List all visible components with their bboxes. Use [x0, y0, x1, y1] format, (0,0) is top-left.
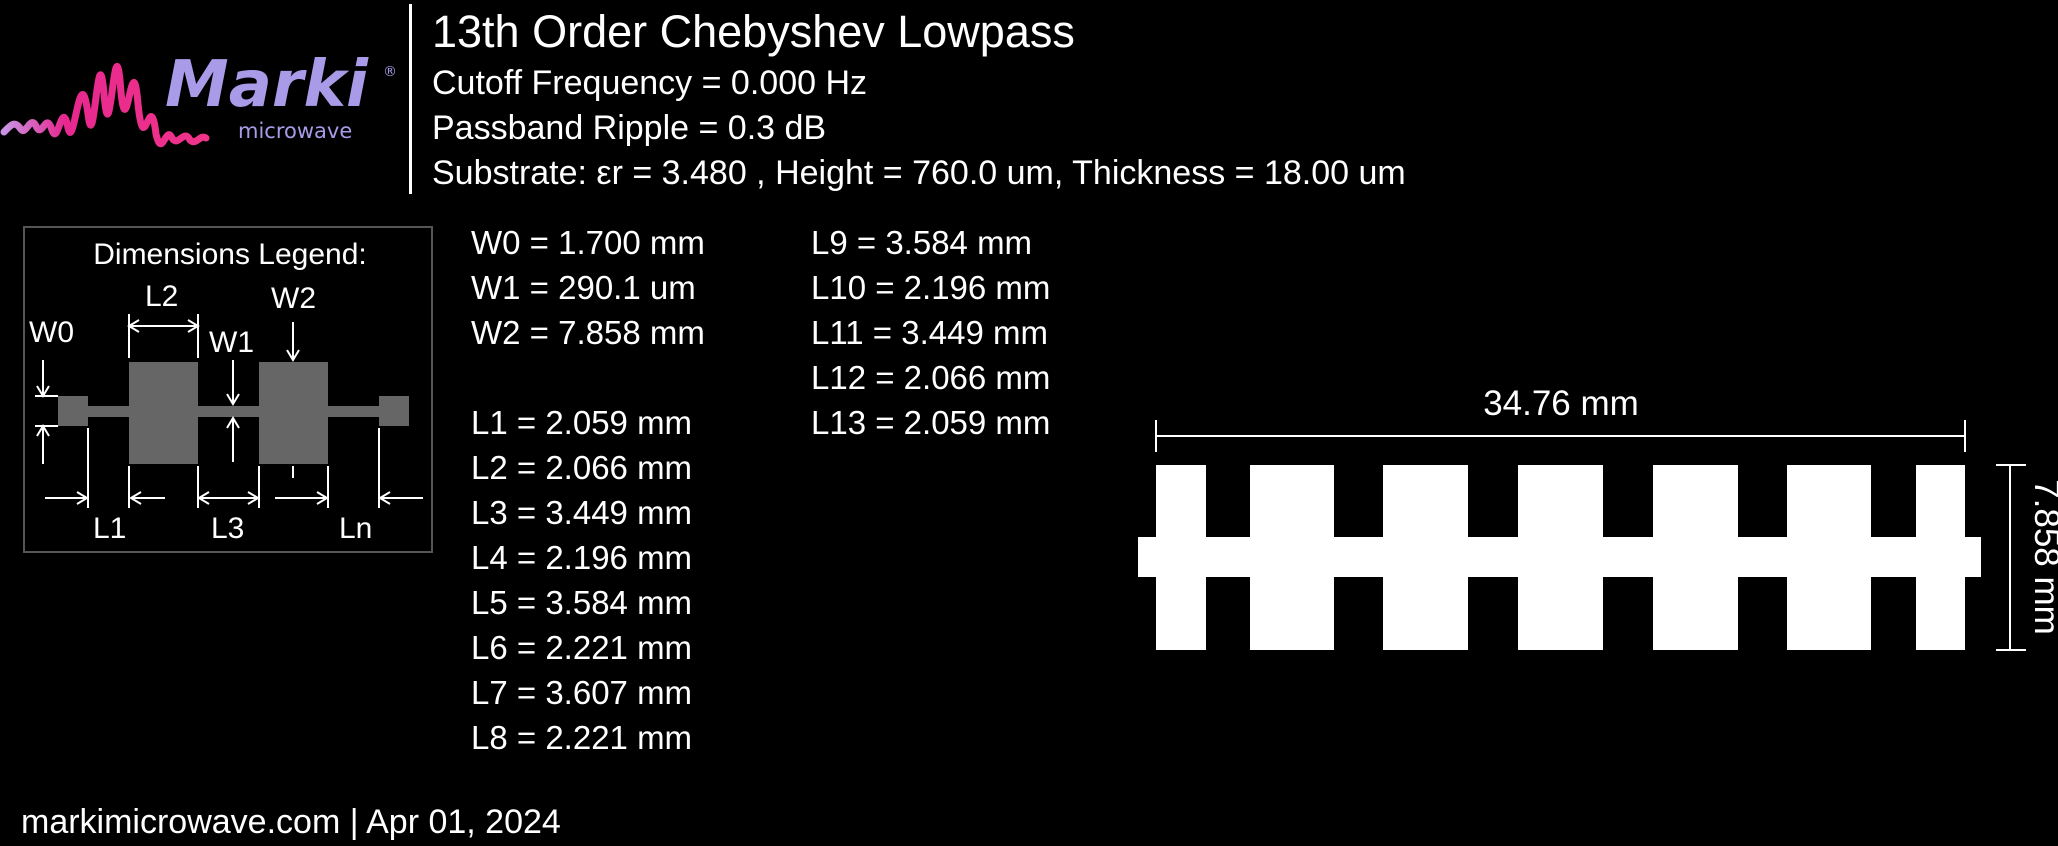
filter-layout — [1138, 420, 2026, 651]
dimension-l10: L10 = 2.196 mm — [811, 269, 1051, 306]
dimension-l4: L4 = 2.196 mm — [471, 539, 693, 576]
filter-dimension-lines — [1155, 420, 2026, 651]
page-title: 13th Order Chebyshev Lowpass — [432, 6, 1075, 57]
legend-label-l3: L3 — [211, 512, 245, 545]
dimension-l3: L3 = 3.449 mm — [471, 494, 693, 531]
marki-logo-graphic: Marki ® microwave — [0, 48, 397, 147]
filter-pad-2 — [1250, 465, 1334, 650]
total-length-label: 34.76 mm — [1483, 384, 1639, 423]
legend-port-left — [58, 396, 88, 426]
filter-pad-3 — [1383, 465, 1468, 650]
passband-ripple: Passband Ripple = 0.3 dB — [432, 109, 827, 147]
legend-dimension-lines — [35, 314, 423, 508]
filter-pad-6 — [1787, 465, 1871, 650]
legend-trace — [88, 406, 379, 417]
dimension-l9: L9 = 3.584 mm — [811, 224, 1033, 261]
legend-label-w1: W1 — [209, 326, 254, 359]
dimension-l1: L1 = 2.059 mm — [471, 404, 693, 441]
dimension-l6: L6 = 2.221 mm — [471, 629, 693, 666]
logo-registered-mark: ® — [383, 64, 397, 80]
logo-brand-text: Marki — [165, 48, 369, 122]
legend-diagram — [35, 314, 423, 508]
filter-pad-7 — [1916, 465, 1965, 650]
dimension-l2: L2 = 2.066 mm — [471, 449, 693, 486]
logo-wave-icon — [0, 62, 210, 147]
dimension-l8: L8 = 2.221 mm — [471, 719, 693, 756]
footer-text: markimicrowave.com | Apr 01, 2024 — [21, 803, 561, 841]
dimension-l5: L5 = 3.584 mm — [471, 584, 693, 621]
dimension-l11: L11 = 3.449 mm — [811, 314, 1048, 351]
dimension-l12: L12 = 2.066 mm — [811, 359, 1051, 396]
dimensions-legend: Dimensions Legend: W0 L2 W1 W2 L1 L3 Ln — [23, 226, 433, 553]
marki-logo: Marki ® microwave — [0, 14, 400, 174]
total-height-label: 7.858 mm — [2027, 479, 2058, 635]
filter-pad-1 — [1156, 465, 1206, 650]
legend-label-ln: Ln — [339, 512, 373, 545]
legend-label-w0: W0 — [29, 316, 74, 349]
dimension-w2: W2 = 7.858 mm — [471, 314, 705, 351]
legend-label-l1: L1 — [93, 512, 127, 545]
width-list: W0 = 1.700 mm W1 = 290.1 um W2 = 7.858 m… — [471, 220, 705, 355]
length-list-2: L9 = 3.584 mm L10 = 2.196 mm L11 = 3.449… — [811, 220, 1050, 445]
dimension-w0: W0 = 1.700 mm — [471, 224, 705, 261]
legend-metal — [58, 362, 409, 464]
legend-label-l2: L2 — [145, 280, 179, 313]
filter-pad-5 — [1653, 465, 1738, 650]
logo-tagline-text: microwave — [238, 119, 352, 143]
legend-pad-1 — [129, 362, 198, 464]
dimension-l13: L13 = 2.059 mm — [811, 404, 1051, 441]
length-list-1: L1 = 2.059 mm L2 = 2.066 mm L3 = 3.449 m… — [471, 400, 692, 760]
dimension-l7: L7 = 3.607 mm — [471, 674, 693, 711]
substrate-info: Substrate: εr = 3.480 , Height = 760.0 u… — [432, 154, 1406, 192]
legend-port-right — [379, 396, 409, 426]
dimension-w1: W1 = 290.1 um — [471, 269, 696, 306]
legend-pad-2 — [259, 362, 328, 464]
legend-label-w2: W2 — [271, 282, 316, 315]
filter-pad-4 — [1518, 465, 1603, 650]
filter-metal — [1138, 465, 1981, 650]
header-divider — [409, 4, 412, 194]
cutoff-frequency: Cutoff Frequency = 0.000 Hz — [432, 64, 868, 102]
legend-title: Dimensions Legend: — [93, 238, 367, 271]
